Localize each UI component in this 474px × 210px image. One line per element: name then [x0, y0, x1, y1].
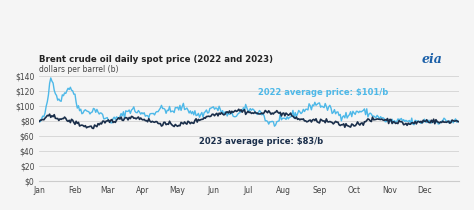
Text: Brent crude oil daily spot price (2022 and 2023): Brent crude oil daily spot price (2022 a…	[39, 55, 273, 64]
Text: 2023 average price: $83/b: 2023 average price: $83/b	[199, 137, 323, 146]
Text: dollars per barrel (b): dollars per barrel (b)	[39, 65, 118, 74]
Text: eia: eia	[421, 52, 442, 66]
Text: 2022 average price: $101/b: 2022 average price: $101/b	[257, 88, 388, 97]
